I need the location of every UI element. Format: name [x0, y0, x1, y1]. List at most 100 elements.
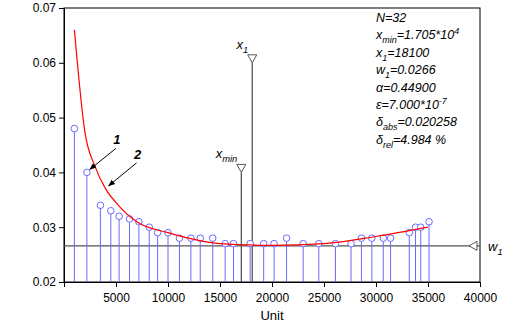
info-line: N=32 — [376, 11, 406, 25]
label-arrow — [109, 163, 137, 186]
plot-area — [64, 30, 480, 282]
series-stem — [71, 125, 432, 282]
x-tick-mark — [272, 282, 273, 287]
info-line: xmin=1.705*104 — [375, 26, 459, 45]
reference-label: xmin — [215, 146, 238, 164]
stem-marker — [71, 125, 78, 132]
y-tick-label: 0.06 — [33, 56, 57, 70]
series-line — [74, 30, 428, 245]
stem — [303, 244, 304, 282]
y-axis: 0.02 0.03 0.04 0.05 0.06 0.07 — [33, 1, 65, 289]
plot-frame — [64, 8, 480, 282]
y-tick-mark — [59, 172, 64, 173]
text-segment: =4.984 % — [393, 133, 446, 147]
text-segment: 1 — [497, 247, 502, 257]
info-block: N=32xmin=1.705*104x1=18100w1=0.0266α=0.4… — [375, 11, 459, 150]
chart: 5000 10000 15000 20000 25000 30000 35000 40000 0… — [0, 0, 524, 330]
info-line: ε=7.000*10-7 — [376, 96, 448, 112]
text-segment: 4 — [454, 26, 459, 36]
stem-marker — [426, 218, 433, 225]
y-tick: 0.04 — [33, 166, 64, 180]
text-segment: =18100 — [387, 46, 429, 60]
stem — [86, 172, 87, 282]
reference-marker — [469, 241, 477, 250]
x-tick-label: 40000 — [464, 291, 498, 305]
y-axis-line — [59, 9, 65, 283]
x-tick: 25000 — [308, 282, 342, 305]
y-tick-label: 0.03 — [33, 221, 57, 235]
stem — [390, 238, 391, 282]
stem — [149, 227, 150, 282]
x-tick: 5000 — [103, 282, 130, 305]
stem — [100, 205, 101, 282]
y-tick-label: 0.02 — [33, 275, 57, 289]
x-tick-mark — [480, 282, 481, 287]
stem — [190, 238, 191, 282]
reference-line — [241, 172, 242, 282]
x-axis-title: Unit — [260, 308, 284, 323]
y-tick-mark — [59, 8, 64, 9]
y-tick: 0.03 — [33, 221, 64, 235]
stem-marker — [271, 240, 278, 247]
text-segment: abs — [383, 122, 398, 132]
text-segment: -7 — [439, 96, 448, 106]
stem — [415, 227, 416, 282]
stem-marker — [387, 235, 394, 242]
x-tick-mark — [324, 282, 325, 287]
reference-marker — [248, 55, 257, 63]
info-line: δrel=4.984 % — [376, 133, 446, 150]
stem — [233, 244, 234, 282]
x-tick: 20000 — [256, 282, 290, 305]
text-segment: =0.0266 — [390, 63, 436, 77]
info-line: x1=18100 — [375, 46, 429, 63]
text-segment: min — [222, 154, 237, 164]
stem — [274, 244, 275, 282]
x-tick-mark — [220, 282, 221, 287]
x-tick: 10000 — [152, 282, 186, 305]
stem-marker — [247, 240, 254, 247]
x-tick-label: 15000 — [204, 291, 238, 305]
y-tick-label: 0.04 — [33, 166, 57, 180]
x-tick-label: 5000 — [103, 291, 130, 305]
x-tick-label: 35000 — [412, 291, 446, 305]
stem — [409, 233, 410, 282]
curve — [74, 30, 428, 245]
stem — [119, 216, 120, 282]
stem — [420, 227, 421, 282]
x-tick-mark — [376, 282, 377, 287]
y-tick: 0.02 — [33, 275, 64, 289]
stem-marker — [300, 240, 307, 247]
stem-marker — [260, 240, 267, 247]
y-tick-label: 0.07 — [33, 1, 57, 15]
text-segment: N=32 — [376, 11, 406, 25]
y-tick-mark — [59, 282, 64, 283]
stem — [212, 238, 213, 282]
stem — [429, 222, 430, 282]
stem-marker — [209, 235, 216, 242]
reference-label: x1 — [236, 37, 249, 55]
stem-marker — [116, 213, 123, 220]
stem — [129, 219, 130, 282]
stem — [361, 238, 362, 282]
stem-marker — [230, 240, 237, 247]
y-tick-mark — [59, 118, 64, 119]
x-tick-mark — [428, 282, 429, 287]
stem-marker — [283, 235, 290, 242]
stem — [263, 244, 264, 282]
y-tick-mark — [59, 227, 64, 228]
reference-marker — [237, 164, 246, 172]
stem — [74, 129, 75, 282]
text-segment: min — [382, 35, 397, 45]
stem-marker — [332, 240, 339, 247]
y-tick-label: 0.05 — [33, 111, 57, 125]
x-tick: 35000 — [412, 282, 446, 305]
text-segment: α=0.44900 — [376, 81, 436, 95]
series-label: 2 — [133, 147, 142, 162]
x-tick-label: 20000 — [256, 291, 290, 305]
x-tick-label: 30000 — [360, 291, 394, 305]
stem — [318, 244, 319, 282]
series-label: 1 — [113, 132, 120, 147]
x-tick-mark — [116, 282, 117, 287]
stem — [157, 233, 158, 282]
info-line: w1=0.0266 — [376, 63, 436, 80]
